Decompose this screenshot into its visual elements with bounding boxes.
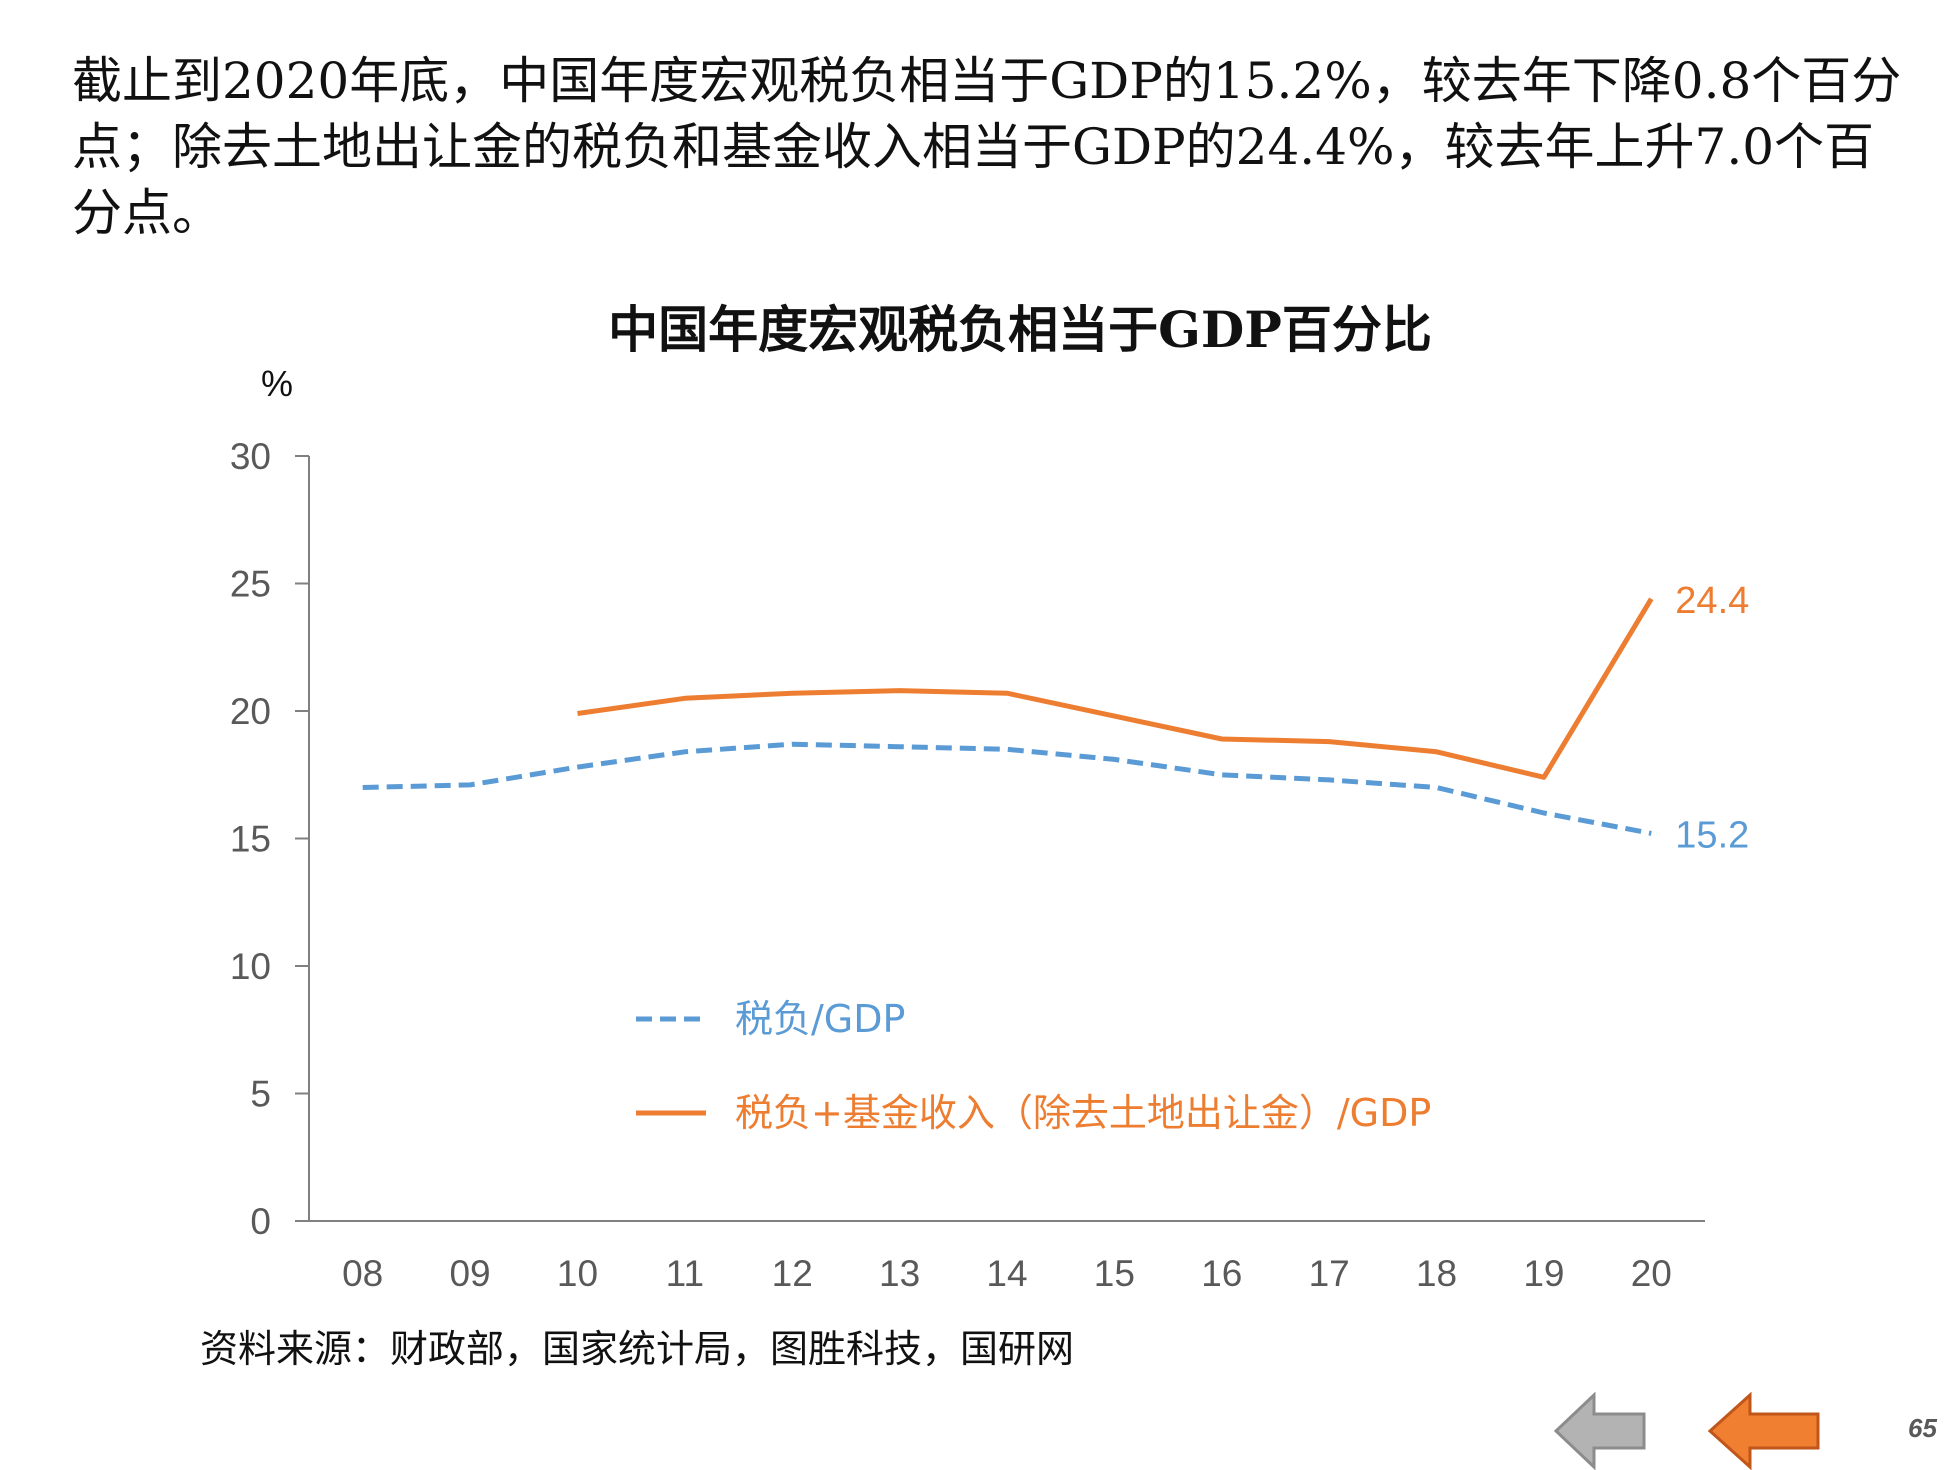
x-tick-label: 11 (666, 1253, 704, 1294)
x-tick-label: 10 (557, 1253, 598, 1294)
x-tick-label: 08 (342, 1253, 383, 1294)
y-tick-label: 5 (250, 1074, 271, 1115)
x-tick-label: 20 (1631, 1253, 1672, 1294)
series-line-1 (362, 741, 1652, 836)
left-arrow-icon (1708, 1392, 1820, 1470)
x-tick-label: 14 (986, 1253, 1027, 1294)
data-label-2: 24.4 (1675, 580, 1749, 622)
next-page-button[interactable] (1708, 1392, 1820, 1470)
x-tick-label: 19 (1523, 1253, 1564, 1294)
x-tick-label: 16 (1201, 1253, 1242, 1294)
legend-label-2: 税负+基金收入（除去土地出让金）/GDP (735, 1091, 1431, 1135)
y-tick-label: 20 (230, 691, 271, 732)
data-label-1: 15.2 (1675, 814, 1749, 856)
left-arrow-icon (1554, 1392, 1646, 1470)
prev-page-button[interactable] (1554, 1392, 1646, 1470)
x-tick-label: 13 (879, 1253, 920, 1294)
series-line-2 (577, 597, 1654, 780)
y-tick-label: 0 (250, 1201, 271, 1242)
page-number: 65 (1908, 1413, 1937, 1443)
intro-paragraph: 截止到2020年底，中国年度宏观税负相当于GDP的15.2%，较去年下降0.8个… (72, 52, 1902, 242)
y-tick-label: 25 (230, 564, 271, 605)
y-tick-label: 10 (230, 946, 271, 987)
source-note: 资料来源：财政部，国家统计局，图胜科技，国研网 (200, 1327, 1075, 1371)
y-tick-label: 15 (230, 819, 271, 860)
y-axis-label: % (261, 363, 293, 404)
y-tick-label: 30 (230, 436, 271, 477)
chart-title: 中国年度宏观税负相当于GDP百分比 (608, 300, 1432, 359)
x-tick-label: 15 (1094, 1253, 1135, 1294)
x-tick-label: 12 (772, 1253, 813, 1294)
legend-label-1: 税负/GDP (735, 997, 905, 1041)
x-tick-label: 17 (1309, 1253, 1350, 1294)
x-tick-label: 18 (1416, 1253, 1457, 1294)
x-tick-label: 09 (449, 1253, 490, 1294)
